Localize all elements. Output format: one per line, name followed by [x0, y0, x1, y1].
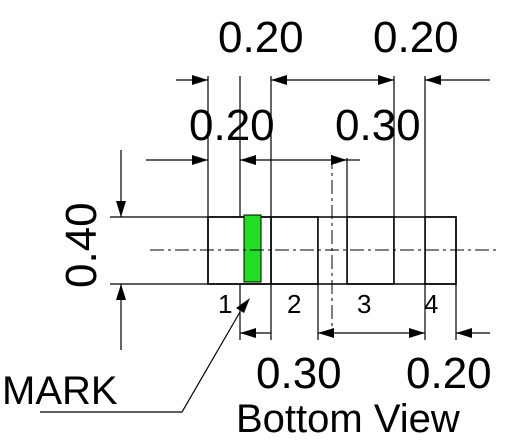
- mark-leader-line: [40, 311, 241, 413]
- dim-mid-left: 0.20: [189, 101, 275, 150]
- dim-top-right: 0.20: [373, 13, 459, 62]
- dim-height: 0.40: [57, 202, 106, 288]
- dim-mid-right: 0.30: [335, 101, 421, 150]
- dim-bottom-right: 0.20: [406, 349, 492, 398]
- pin-label-1: 1: [218, 289, 232, 319]
- dim-top-left: 0.20: [218, 13, 304, 62]
- pin-label-2: 2: [287, 289, 301, 319]
- pin1-mark: [243, 214, 262, 283]
- mark-label: MARK: [2, 369, 118, 413]
- pin-label-3: 3: [357, 289, 371, 319]
- view-caption: Bottom View: [236, 397, 460, 439]
- pin-label-4: 4: [424, 289, 438, 319]
- dim-bottom-left: 0.30: [256, 349, 342, 398]
